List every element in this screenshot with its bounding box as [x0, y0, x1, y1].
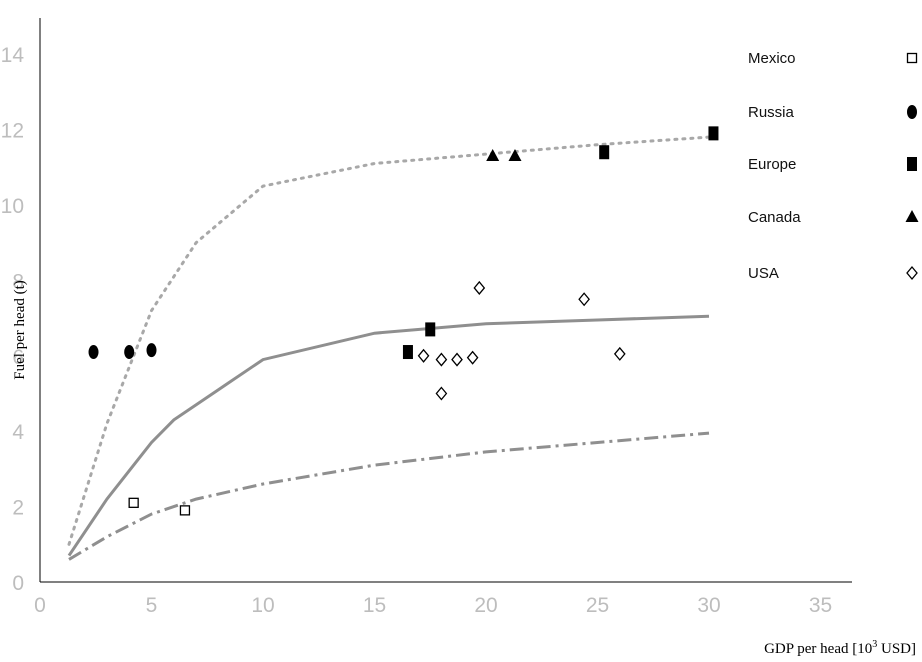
- data-point-usa: [613, 346, 626, 361]
- x-tick-label: 30: [697, 594, 720, 617]
- legend-marker-europe: [907, 157, 917, 171]
- data-point-mexico: [128, 497, 139, 508]
- x-tick-label: 5: [146, 594, 158, 617]
- data-point-russia: [88, 345, 99, 360]
- data-point-usa: [466, 350, 479, 365]
- legend-label-europe: Europe: [748, 156, 796, 173]
- data-point-usa: [451, 352, 463, 367]
- y-tick-label: 10: [1, 195, 24, 218]
- trend-curve-dashdot: [68, 431, 710, 561]
- data-point-mexico: [179, 505, 191, 516]
- x-tick-label: 15: [363, 594, 386, 617]
- legend-marker-canada: [905, 210, 919, 222]
- tick-labels: 0 5 10 15 20 25 30 35 0 2 4 6 8 10 12 14: [1, 44, 833, 617]
- data-point-europe: [708, 126, 719, 141]
- data-point-europe: [599, 145, 610, 160]
- data-point-russia: [124, 345, 135, 360]
- y-tick-label: 2: [12, 497, 24, 520]
- data-point-usa: [435, 352, 448, 367]
- trend-curve-dotted: [67, 135, 711, 546]
- y-tick-label: 12: [1, 120, 24, 143]
- legend-marker-russia: [907, 105, 917, 119]
- y-tick-label: 14: [1, 44, 25, 67]
- data-point-usa: [473, 280, 486, 295]
- trend-curves: [67, 135, 711, 561]
- x-tick-label: 35: [809, 594, 832, 617]
- legend-marker-usa: [906, 265, 918, 281]
- y-axis-label: Fuel per head (t): [12, 280, 28, 380]
- legend-label-russia: Russia: [748, 104, 795, 121]
- data-point-russia: [146, 343, 157, 358]
- x-tick-label: 20: [474, 594, 497, 617]
- legend-marker-mexico: [906, 52, 918, 64]
- x-tick-label: 0: [34, 594, 46, 617]
- data-point-usa: [435, 386, 448, 401]
- data-point-canada: [508, 148, 522, 161]
- legend-label-canada: Canada: [748, 209, 801, 226]
- data-point-usa: [417, 348, 430, 363]
- trend-curve-solid: [67, 314, 710, 557]
- legend: Mexico Russia Europe Canada USA: [748, 50, 919, 282]
- legend-label-mexico: Mexico: [748, 50, 796, 67]
- y-tick-label: 0: [12, 572, 24, 595]
- data-point-usa: [578, 292, 590, 307]
- data-point-canada: [486, 148, 500, 161]
- data-points: [88, 126, 719, 516]
- data-point-europe: [402, 345, 413, 360]
- y-tick-label: 4: [12, 421, 24, 444]
- x-tick-label: 25: [586, 594, 609, 617]
- x-axis-label-superscript: 3: [872, 639, 877, 650]
- x-tick-label: 10: [251, 594, 274, 617]
- y-tick-label: 6: [12, 346, 24, 369]
- legend-label-usa: USA: [748, 265, 779, 282]
- x-axis-label: GDP per head [103 USD]: [764, 639, 916, 657]
- y-tick-label: 8: [12, 270, 24, 293]
- data-point-europe: [425, 322, 436, 337]
